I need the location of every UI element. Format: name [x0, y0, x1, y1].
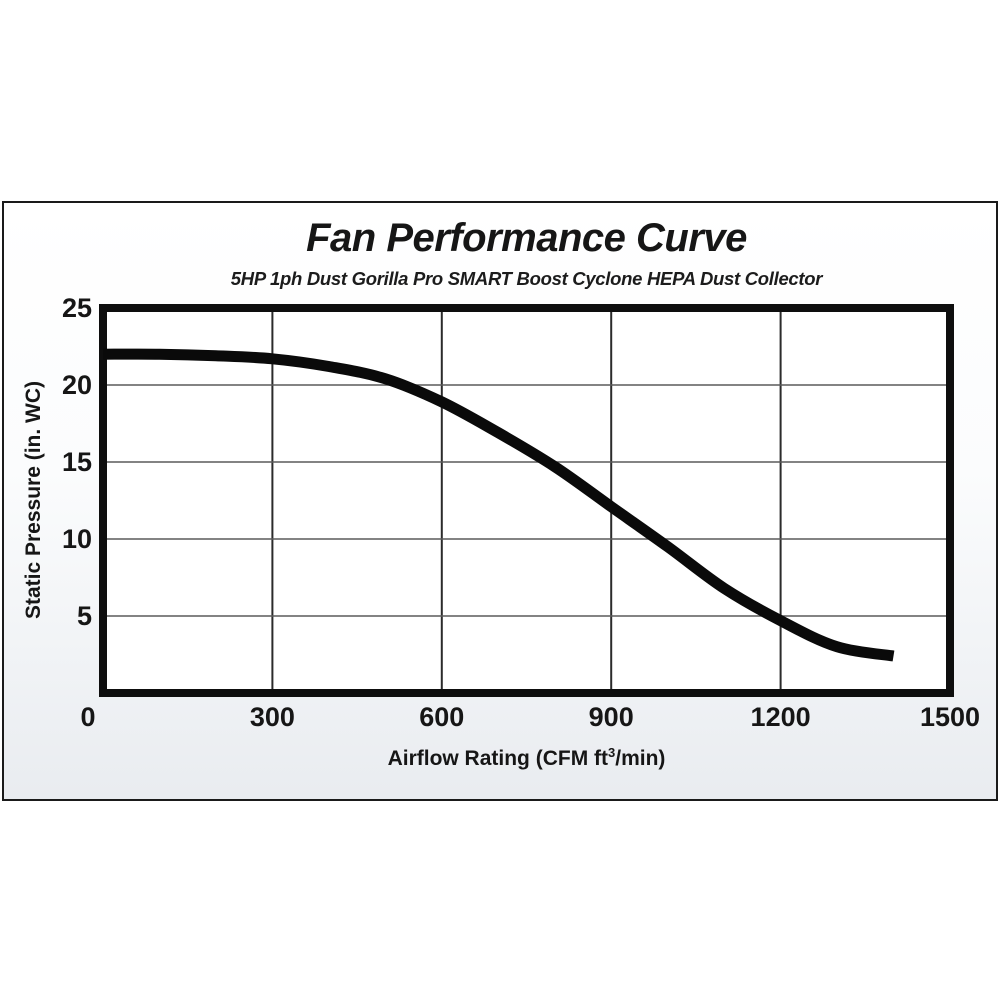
chart-subtitle: 5HP 1ph Dust Gorilla Pro SMART Boost Cyc…: [230, 268, 823, 289]
x-tick-label: 600: [419, 702, 465, 732]
x-axis-title-superscript: 3: [608, 745, 616, 760]
plot-background: [103, 308, 950, 693]
x-tick-label: 1200: [750, 702, 811, 732]
y-tick-label: 5: [76, 601, 92, 631]
x-tick-label: 1500: [919, 702, 981, 732]
x-axis-title-unit: /min): [615, 747, 666, 770]
chart-title: Fan Performance Curve: [306, 216, 747, 260]
x-tick-label: 900: [588, 702, 634, 732]
y-axis-title: Static Pressure (in. WC): [22, 380, 45, 620]
y-tick-label: 15: [61, 447, 92, 477]
x-axis-title: Airflow Rating (CFM ft3/min): [103, 745, 950, 771]
y-tick-label: 25: [61, 293, 92, 323]
y-tick-label: 10: [61, 524, 92, 554]
x-tick-label: 0: [80, 702, 96, 732]
fan-performance-curve: [102, 348, 895, 662]
x-tick-label: 300: [249, 702, 295, 732]
plot-border: [99, 304, 954, 697]
x-axis-title-text: Airflow Rating (CFM ft: [387, 747, 609, 770]
y-tick-label: 20: [61, 370, 92, 400]
